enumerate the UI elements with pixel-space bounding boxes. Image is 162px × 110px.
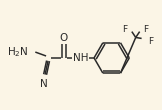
Text: N: N — [40, 79, 48, 89]
Text: H$_2$N: H$_2$N — [7, 45, 29, 59]
Text: NH: NH — [73, 53, 88, 63]
Text: O: O — [60, 33, 68, 43]
Text: F: F — [148, 37, 154, 46]
Text: F: F — [144, 25, 149, 34]
Text: F: F — [122, 25, 127, 34]
Text: N: N — [41, 81, 49, 91]
